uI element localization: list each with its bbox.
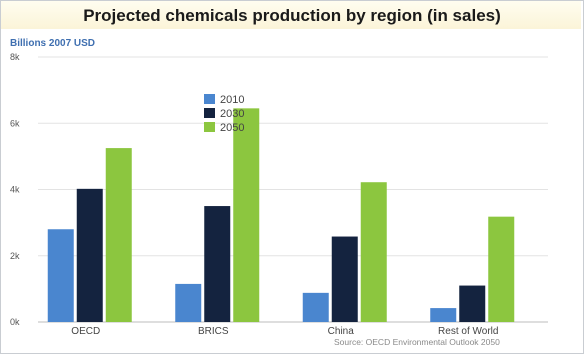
y-tick-label: 4k [10, 185, 20, 195]
bar-2050-oecd [105, 148, 132, 322]
y-tick-label: 8k [10, 52, 20, 62]
x-tick-label: OECD [71, 326, 100, 337]
x-tick-label: BRICS [198, 326, 229, 337]
bar-2030-rest-of-world [459, 285, 486, 322]
bar-2010-china [302, 292, 329, 322]
bar-2050-china [360, 182, 387, 322]
bar-2010-brics [175, 283, 202, 322]
y-axis-label: Billions 2007 USD [10, 38, 96, 49]
x-tick-label: China [328, 326, 355, 337]
bar-2030-oecd [76, 188, 103, 322]
title-band [1, 1, 581, 29]
legend-swatch [204, 122, 215, 132]
legend-swatch [204, 94, 215, 104]
legend-swatch [204, 108, 215, 118]
bar-2010-rest-of-world [430, 308, 457, 322]
legend-label: 2030 [220, 108, 244, 120]
x-tick-label: Rest of World [438, 326, 498, 337]
source-note: Source: OECD Environmental Outlook 2050 [334, 337, 500, 347]
y-tick-label: 0k [10, 317, 20, 327]
bar-2030-china [331, 236, 358, 322]
y-tick-label: 6k [10, 118, 20, 128]
legend-label: 2050 [220, 122, 244, 134]
bar-2030-brics [204, 206, 231, 322]
chart-title: Projected chemicals production by region… [83, 6, 501, 25]
bar-2050-rest-of-world [488, 216, 515, 322]
bar-2010-oecd [47, 229, 74, 322]
legend-label: 2010 [220, 94, 244, 106]
bar-2050-brics [233, 108, 260, 322]
y-tick-label: 2k [10, 251, 20, 261]
